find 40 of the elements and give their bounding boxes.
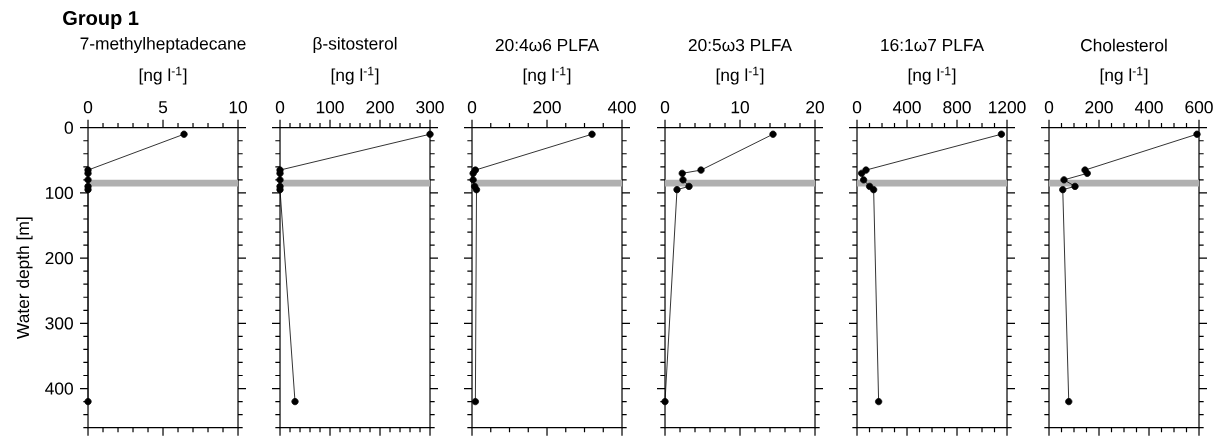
x-tick-label: 0 bbox=[275, 101, 285, 114]
x-tick-label: 400 bbox=[607, 101, 636, 114]
chart-title: Cholesterol bbox=[1081, 38, 1167, 52]
x-tick-label: 600 bbox=[1185, 101, 1213, 114]
chart-title: 20:4ω6 PLFA bbox=[495, 38, 600, 52]
x-tick-label: 400 bbox=[892, 101, 921, 114]
x-tick-label: 5 bbox=[158, 101, 168, 114]
chart-title: 16:1ω7 PLFA bbox=[881, 38, 985, 52]
x-tick-label: 200 bbox=[366, 101, 394, 114]
chart-title: β-sitosterol bbox=[313, 36, 397, 54]
y-tick-label: 300 bbox=[45, 317, 73, 330]
y-tick-label: 0 bbox=[64, 121, 73, 134]
x-tick-label: 200 bbox=[533, 101, 561, 114]
x-tick-label: 300 bbox=[416, 101, 444, 114]
x-tick-label: 10 bbox=[731, 101, 749, 114]
y-tick-label: 100 bbox=[46, 186, 73, 200]
x-tick-label: 0 bbox=[467, 101, 477, 114]
x-axis-title: [ng l$^{-1}$] bbox=[139, 66, 187, 85]
x-axis-title: [ng l$^{-1}$] bbox=[1100, 66, 1148, 85]
x-tick-label: 400 bbox=[1134, 101, 1163, 114]
x-tick-label: 0 bbox=[1044, 101, 1054, 114]
text: Group 1 bbox=[63, 10, 139, 30]
x-axis-title: [ng l$^{-1}$] bbox=[716, 66, 764, 85]
y-tick-label: 200 bbox=[45, 251, 73, 265]
x-tick-label: 20 bbox=[806, 101, 824, 114]
x-axis-title: [ng l$^{-1}$] bbox=[908, 66, 956, 85]
chart-title: 20:5ω3 PLFA bbox=[688, 38, 793, 52]
x-tick-label: 0 bbox=[660, 101, 670, 114]
x-tick-label: 100 bbox=[316, 101, 344, 114]
x-tick-label: 10 bbox=[229, 101, 247, 114]
y-tick-label: 400 bbox=[45, 382, 73, 395]
x-tick-label: 1200 bbox=[989, 101, 1026, 114]
x-tick-label: 200 bbox=[1085, 101, 1113, 114]
y-axis-title: Water depth [m] bbox=[16, 217, 33, 339]
x-axis-title: [ng l$^{-1}$] bbox=[523, 66, 571, 85]
x-axis-title: [ng l$^{-1}$] bbox=[331, 66, 379, 85]
x-tick-label: 800 bbox=[943, 101, 971, 114]
x-tick-label: 0 bbox=[83, 101, 93, 114]
x-tick-label: 0 bbox=[852, 101, 862, 114]
chart-title: 7-methylheptadecane bbox=[80, 36, 246, 54]
